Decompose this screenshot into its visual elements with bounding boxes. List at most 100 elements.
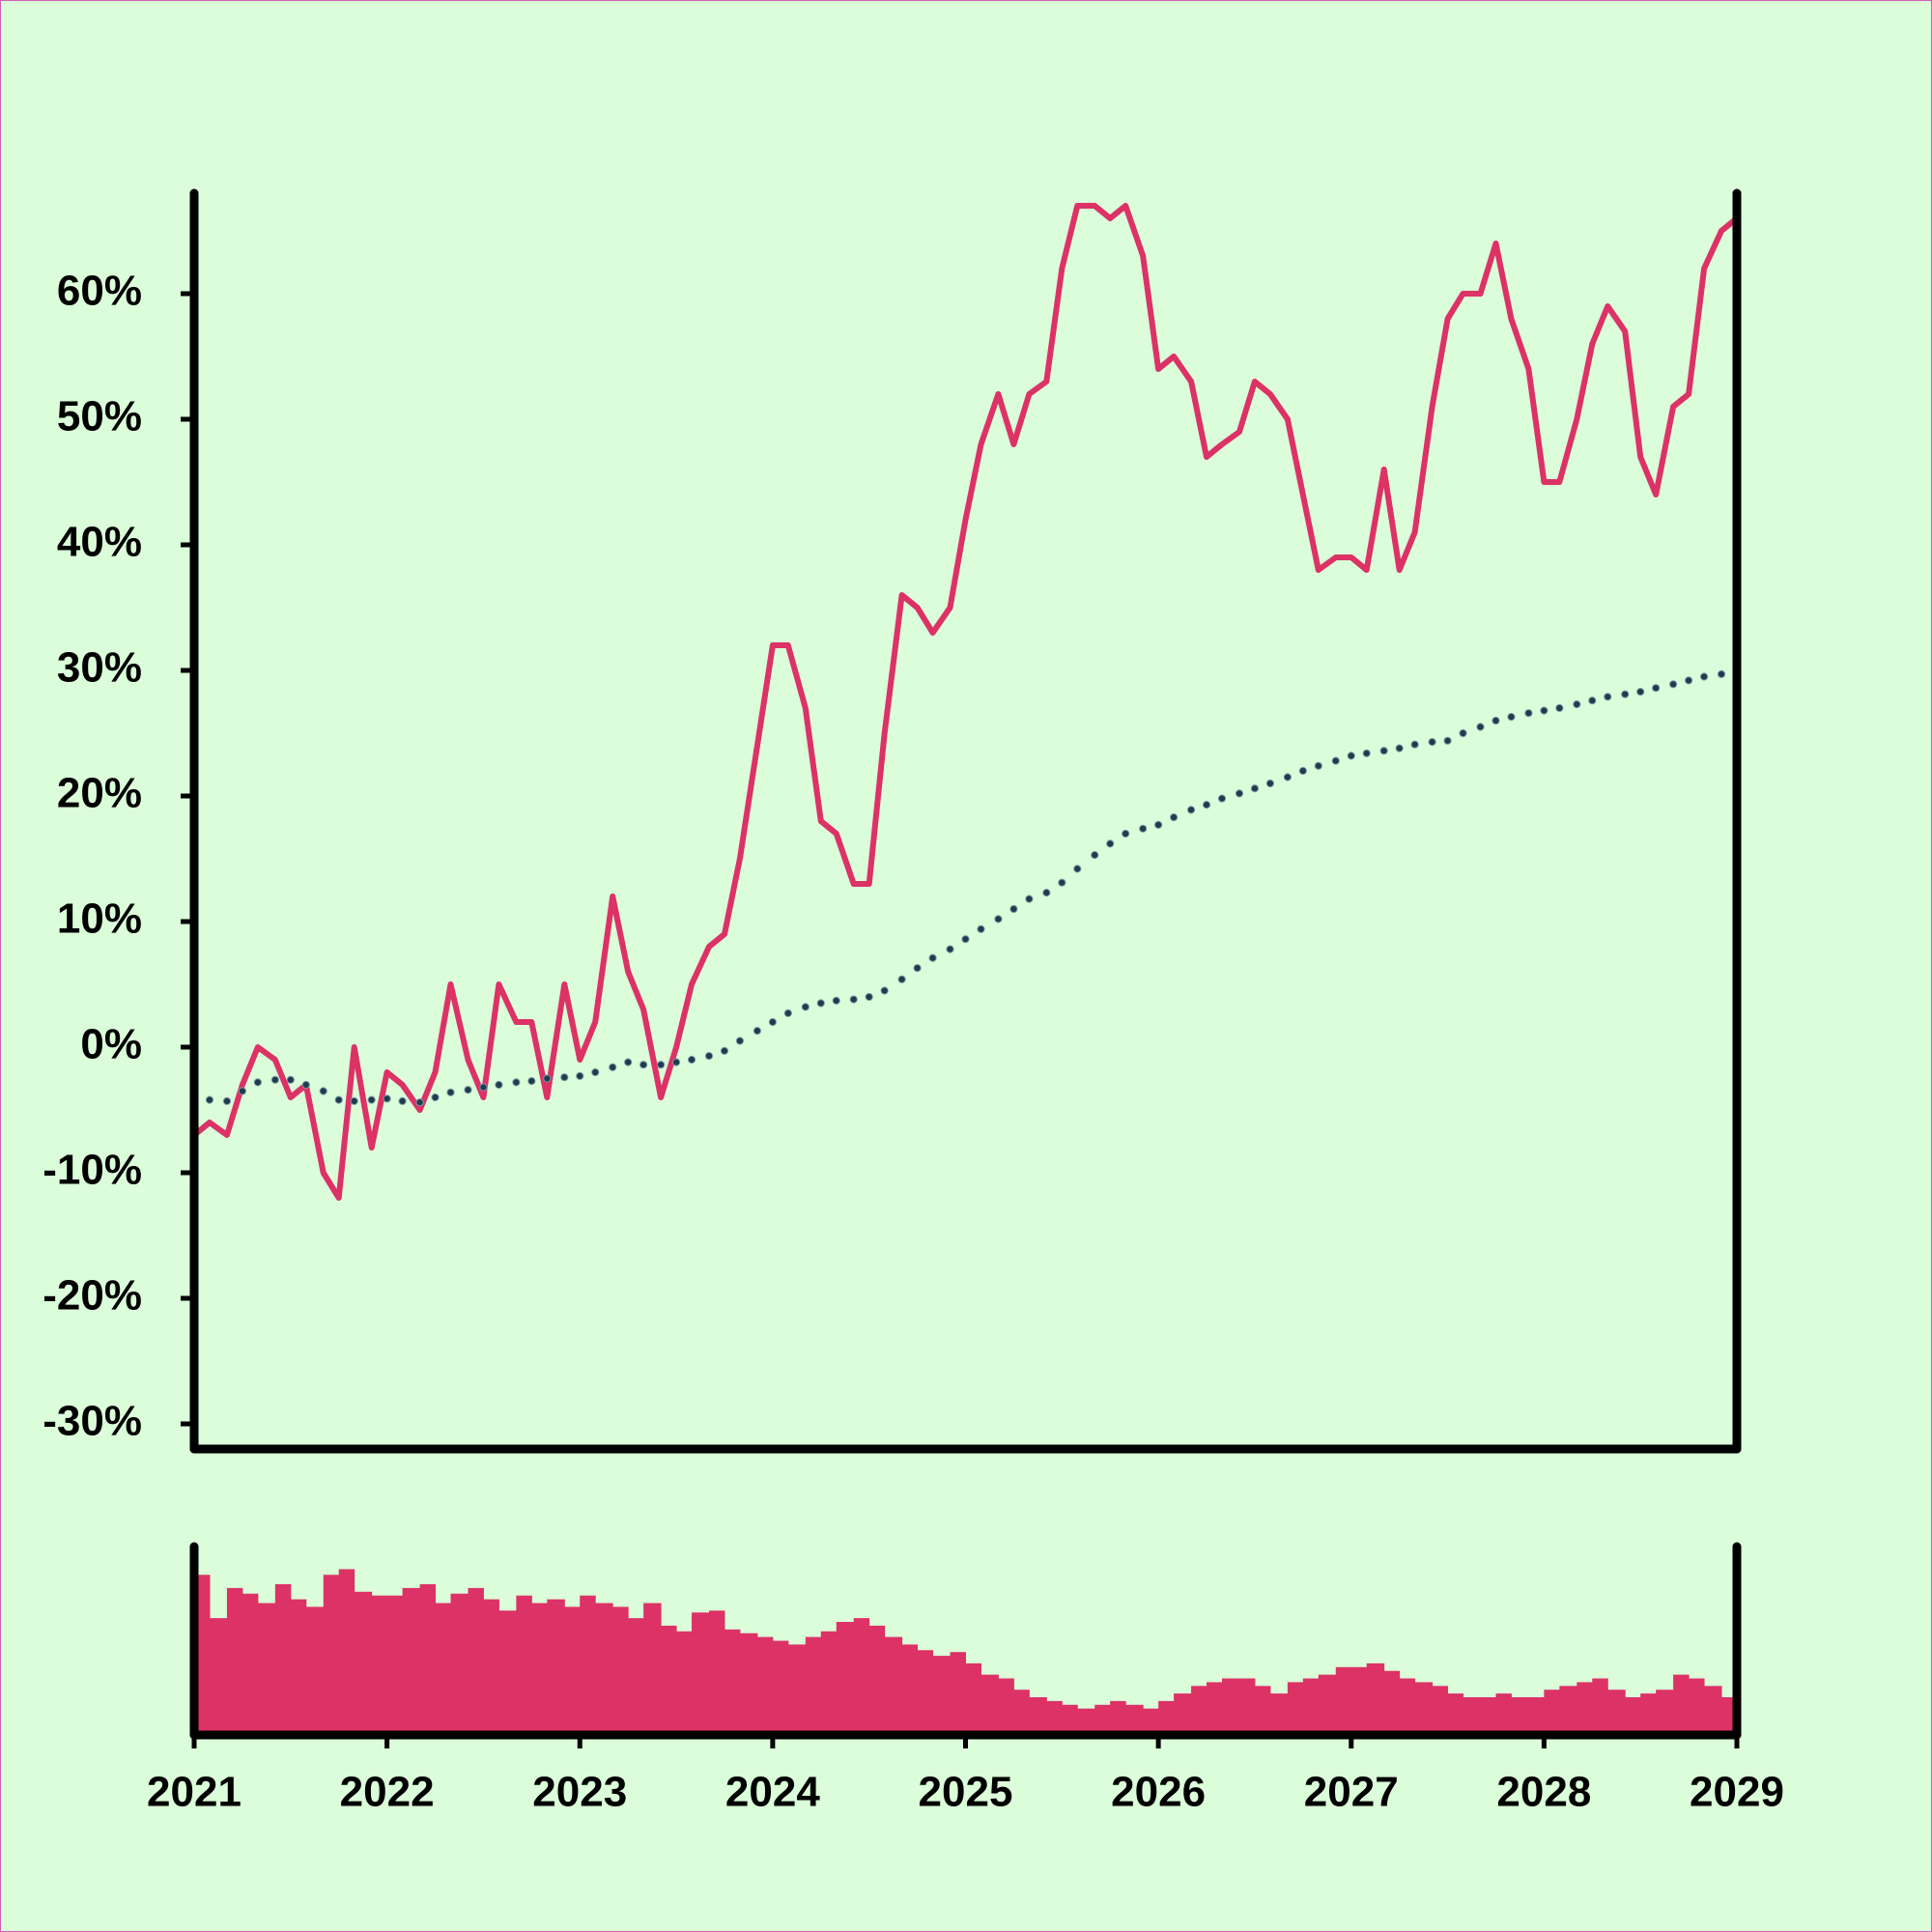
y-tick-label: -10%	[43, 1147, 142, 1194]
volume-bar	[1463, 1697, 1481, 1735]
average-dot	[319, 1087, 327, 1095]
volume-bar	[242, 1593, 259, 1735]
average-dot	[1265, 779, 1275, 788]
average-dot	[286, 1075, 295, 1084]
volume-bar	[661, 1625, 677, 1735]
average-dot	[367, 1095, 376, 1104]
volume-bar	[1559, 1686, 1577, 1735]
x-tick-label: 2024	[725, 1769, 820, 1816]
average-dot	[1042, 889, 1051, 897]
average-dot	[880, 986, 889, 995]
volume-bar	[338, 1569, 355, 1735]
volume-bar	[595, 1603, 613, 1735]
y-tick-label: 50%	[57, 393, 142, 440]
volume-bar	[450, 1593, 469, 1735]
volume-bar	[1302, 1678, 1320, 1735]
average-dot	[1058, 878, 1066, 887]
average-dot	[1395, 744, 1404, 753]
volume-bar	[257, 1603, 276, 1735]
x-tick-label: 2027	[1304, 1769, 1399, 1816]
volume-bar	[1029, 1697, 1047, 1735]
average-dot	[1073, 865, 1082, 873]
volume-bar	[1287, 1682, 1304, 1735]
y-tick-label: 10%	[57, 895, 142, 943]
average-dot	[1186, 806, 1196, 814]
volume-bar	[820, 1631, 838, 1735]
volume-bar	[1673, 1674, 1690, 1735]
average-dot	[1410, 740, 1419, 749]
volume-bar	[1013, 1690, 1030, 1735]
average-dot	[1235, 789, 1244, 798]
volume-bar	[950, 1652, 966, 1735]
volume-bar	[1318, 1674, 1337, 1735]
average-dot	[1347, 752, 1355, 760]
volume-bar	[468, 1587, 484, 1735]
average-dot	[656, 1061, 666, 1069]
volume-bar	[1191, 1686, 1208, 1735]
average-dot	[560, 1073, 569, 1082]
average-dot	[1652, 684, 1661, 693]
average-dot	[238, 1087, 247, 1095]
average-dot	[1717, 669, 1726, 679]
volume-bar	[836, 1622, 855, 1735]
volume-bar	[932, 1656, 952, 1735]
average-dot	[383, 1094, 391, 1103]
volume-bar	[290, 1599, 307, 1735]
average-dot	[222, 1096, 232, 1106]
average-dot	[253, 1078, 262, 1087]
average-dot	[1202, 801, 1211, 810]
average-dot	[735, 1037, 745, 1045]
average-dot	[1699, 672, 1709, 681]
average-dot	[671, 1058, 681, 1066]
volume-bar	[805, 1636, 822, 1735]
average-dot	[1250, 784, 1260, 793]
average-dot	[1555, 703, 1564, 713]
average-dot	[1524, 709, 1533, 718]
y-tick-label: 0%	[80, 1021, 142, 1068]
y-tick-label: -30%	[43, 1398, 142, 1445]
volume-bar	[371, 1595, 388, 1735]
volume-bar	[483, 1599, 499, 1735]
volume-bar	[1577, 1682, 1593, 1735]
average-dot	[913, 964, 922, 973]
average-dot	[1009, 904, 1018, 914]
volume-bar	[1480, 1697, 1496, 1735]
average-dot	[1669, 680, 1678, 689]
volume-bar	[917, 1650, 934, 1735]
volume-bar	[1254, 1686, 1271, 1735]
average-dot	[495, 1080, 503, 1090]
average-dot	[928, 953, 937, 962]
volume-bar	[965, 1662, 981, 1735]
average-dot	[1588, 696, 1597, 705]
volume-bar	[1125, 1704, 1144, 1735]
average-dot	[1154, 820, 1163, 830]
volume-bar	[884, 1636, 903, 1735]
volume-bar	[564, 1606, 581, 1735]
volume-bar	[1269, 1693, 1289, 1735]
volume-bar	[1238, 1678, 1256, 1735]
average-dot	[591, 1067, 600, 1077]
price-line	[192, 203, 1739, 1201]
average-dot	[1283, 773, 1292, 781]
volume-bar	[1656, 1690, 1674, 1735]
x-tick-label: 2028	[1496, 1769, 1591, 1816]
average-dot	[479, 1083, 488, 1092]
average-dot	[350, 1096, 358, 1106]
volume-bar	[1222, 1678, 1240, 1735]
volume-bar	[772, 1640, 789, 1735]
average-dot	[464, 1086, 472, 1094]
average-dot	[624, 1058, 633, 1066]
average-dot	[415, 1098, 424, 1107]
average-dot	[1621, 690, 1630, 698]
average-dot	[720, 1046, 729, 1056]
average-dot	[1139, 824, 1148, 833]
volume-bar	[998, 1678, 1014, 1735]
average-dot	[801, 1003, 810, 1011]
volume-bar	[1592, 1678, 1608, 1735]
volume-bar	[1544, 1690, 1560, 1735]
average-dot	[783, 1009, 792, 1018]
average-dot	[1169, 813, 1179, 822]
average-dot	[816, 999, 825, 1008]
average-dot	[1025, 895, 1034, 903]
